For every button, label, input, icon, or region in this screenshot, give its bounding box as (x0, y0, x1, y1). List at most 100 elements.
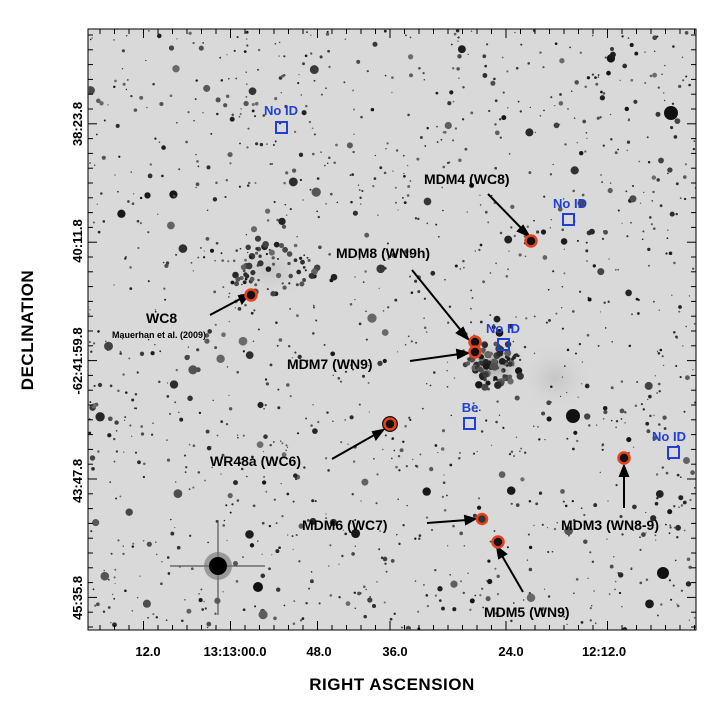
star (549, 173, 553, 176)
star (143, 462, 146, 466)
star (172, 194, 176, 198)
star (128, 357, 131, 360)
star (573, 430, 578, 435)
star (457, 45, 466, 54)
star (688, 83, 691, 87)
marker-wc8[interactable] (244, 288, 258, 302)
star (440, 138, 443, 141)
star (89, 401, 92, 404)
star (118, 155, 121, 158)
star (364, 232, 370, 238)
star (533, 219, 535, 222)
star (665, 252, 668, 255)
star (458, 457, 461, 460)
star (684, 30, 689, 35)
star (123, 419, 126, 421)
star (672, 584, 675, 587)
star (467, 357, 471, 361)
star (496, 349, 504, 357)
star (582, 119, 587, 124)
star (657, 351, 661, 355)
star (154, 310, 157, 313)
star (314, 500, 317, 503)
star (222, 591, 224, 593)
box-marker[interactable] (463, 417, 476, 430)
marker-mdm3[interactable] (617, 451, 631, 465)
star (289, 308, 291, 310)
star (202, 42, 205, 44)
star (404, 424, 407, 428)
star (474, 250, 476, 252)
star (311, 127, 314, 130)
star (683, 457, 690, 464)
star (390, 457, 393, 460)
star (344, 370, 348, 373)
star (450, 414, 453, 417)
star (235, 276, 241, 282)
star (294, 351, 297, 354)
star (534, 131, 537, 134)
star (475, 381, 483, 389)
star (693, 322, 696, 325)
star (559, 58, 565, 64)
star (353, 591, 357, 595)
marker-wr48a[interactable] (383, 417, 397, 431)
star (635, 297, 639, 301)
star (469, 598, 475, 604)
marker-mdm5[interactable] (491, 535, 505, 549)
marker-mdm4[interactable] (524, 234, 538, 248)
star (579, 290, 582, 293)
star (661, 355, 664, 358)
star (442, 481, 446, 485)
star (287, 344, 291, 348)
star (621, 222, 623, 224)
star (678, 506, 680, 509)
star (170, 531, 175, 536)
star (360, 115, 363, 119)
star (358, 258, 361, 260)
star (142, 599, 151, 608)
box-marker[interactable] (275, 121, 288, 134)
star (88, 86, 95, 95)
star (614, 151, 618, 155)
star (651, 175, 657, 180)
star (277, 406, 281, 410)
marker-mdm6[interactable] (475, 512, 489, 526)
star (404, 34, 407, 37)
star (258, 254, 262, 258)
star (578, 342, 582, 346)
star (246, 83, 248, 85)
star (242, 350, 246, 353)
marker-mdm7[interactable] (468, 345, 482, 359)
star (203, 84, 211, 92)
star (650, 515, 657, 522)
star (285, 449, 288, 452)
star (360, 203, 362, 205)
star (352, 460, 356, 463)
star (169, 94, 173, 97)
star (280, 482, 282, 485)
star (326, 411, 329, 414)
box-marker[interactable] (667, 446, 680, 459)
star (94, 164, 96, 166)
star (517, 100, 520, 103)
box-marker[interactable] (497, 338, 510, 351)
star (197, 256, 200, 259)
star (493, 530, 496, 532)
star (513, 455, 516, 457)
star (188, 365, 198, 375)
star (114, 79, 117, 83)
star (110, 621, 112, 624)
box-marker[interactable] (562, 213, 575, 226)
star (414, 537, 417, 540)
star (209, 248, 215, 253)
star (524, 451, 527, 454)
star (655, 473, 659, 476)
star (673, 505, 676, 508)
star (667, 229, 669, 231)
star (657, 86, 660, 89)
star (423, 326, 427, 329)
star (255, 247, 259, 251)
star (257, 278, 260, 282)
star (409, 275, 412, 278)
